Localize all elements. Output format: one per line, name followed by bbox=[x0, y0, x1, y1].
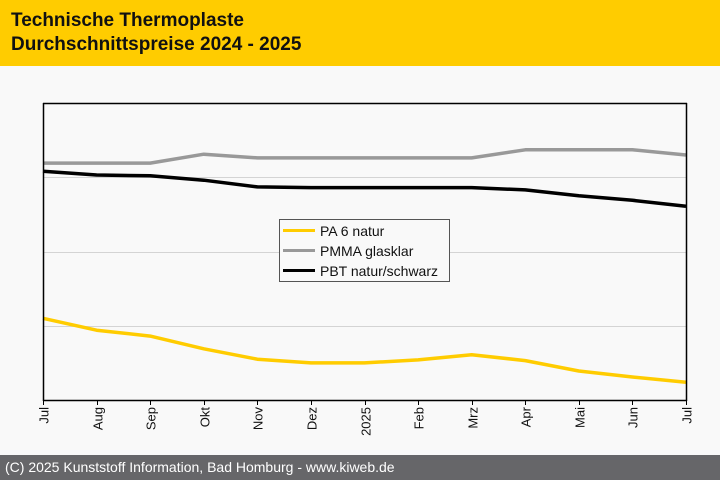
legend-label-pbt: PBT natur/schwarz bbox=[320, 263, 439, 279]
legend: PA 6 natur PMMA glasklar PBT natur/schwa… bbox=[279, 219, 450, 282]
copyright-text: (C) 2025 Kunststoff Information, Bad Hom… bbox=[5, 459, 395, 475]
legend-swatch-pbt bbox=[283, 269, 315, 272]
x-tick-label: Okt bbox=[198, 407, 213, 428]
chart-title-line1: Technische Thermoplaste bbox=[11, 10, 244, 31]
series-line-pmma-glasklar bbox=[43, 148, 687, 165]
chart-header: Technische Thermoplaste Durchschnittspre… bbox=[0, 0, 720, 66]
x-tick-label: Mai bbox=[573, 407, 588, 428]
x-axis-ticks: Jul Aug Sep Okt Nov Dez 2025 Feb Mrz Apr Mai Jun Jul bbox=[37, 400, 695, 436]
legend-label-pa6: PA 6 natur bbox=[320, 223, 385, 239]
x-tick-label: Apr bbox=[519, 406, 534, 427]
legend-swatch-pmma bbox=[283, 249, 315, 252]
series-lines bbox=[42, 148, 687, 384]
x-tick-label: Jul bbox=[680, 407, 695, 424]
x-tick-label: Mrz bbox=[466, 407, 481, 429]
legend-label-pmma: PMMA glasklar bbox=[320, 243, 414, 259]
x-tick-label: Jun bbox=[626, 407, 641, 428]
series-line-pa-6-natur bbox=[42, 316, 687, 384]
x-tick-label: Sep bbox=[144, 407, 159, 430]
x-tick-label: Aug bbox=[91, 407, 106, 430]
chart-title-line2: Durchschnittspreise 2024 - 2025 bbox=[11, 34, 302, 55]
footer: (C) 2025 Kunststoff Information, Bad Hom… bbox=[0, 455, 720, 480]
x-tick-label: 2025 bbox=[359, 407, 374, 436]
series-line-pbt-natur-schwarz bbox=[42, 169, 687, 208]
x-tick-label: Feb bbox=[412, 407, 427, 429]
x-tick-label: Nov bbox=[251, 407, 266, 431]
legend-swatch-pa6 bbox=[283, 229, 315, 232]
x-tick-label: Jul bbox=[37, 407, 52, 424]
x-tick-label: Dez bbox=[305, 407, 320, 430]
